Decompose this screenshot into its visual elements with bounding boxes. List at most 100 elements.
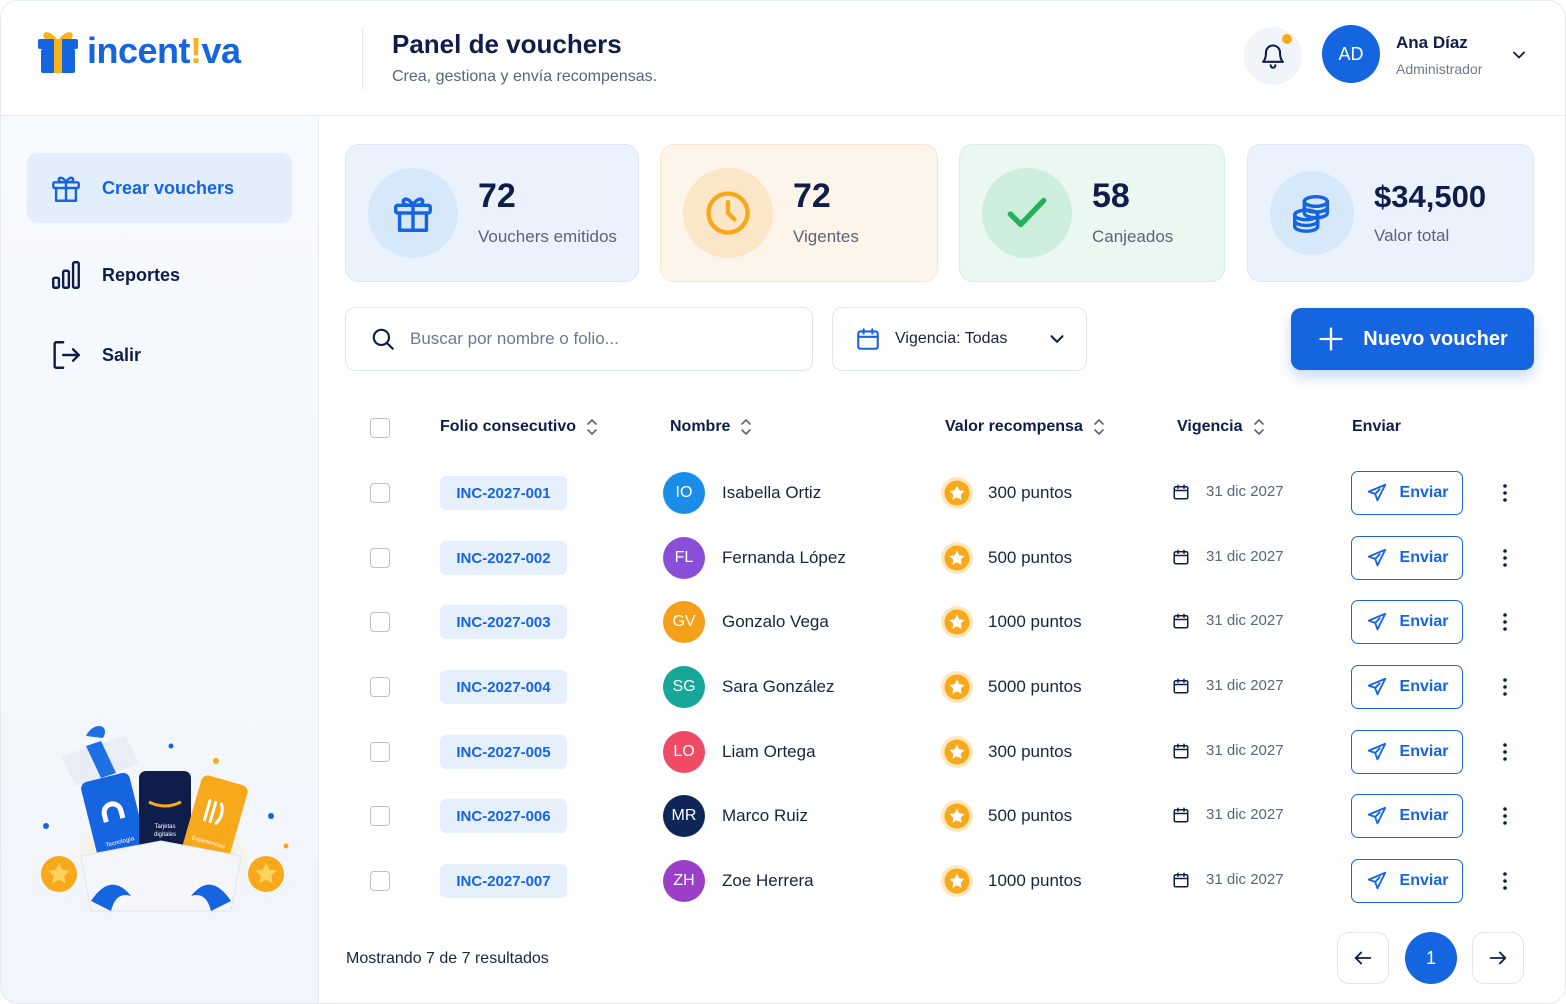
row-expiry-date: 31 dic 2027 <box>1206 677 1284 694</box>
calendar-icon <box>1173 613 1189 629</box>
column-header-valor[interactable]: Valor recompensa <box>945 418 1105 436</box>
vigencia-filter-dropdown[interactable]: Vigencia: Todas <box>832 307 1087 371</box>
page-1-button[interactable]: 1 <box>1405 932 1457 984</box>
row-expiry-date: 31 dic 2027 <box>1206 612 1284 629</box>
stat-label: Vouchers emitidos <box>478 227 617 246</box>
chevron-down-icon[interactable] <box>1509 45 1529 65</box>
row-name: Zoe Herrera <box>722 871 814 890</box>
send-voucher-button[interactable]: Enviar <box>1351 859 1463 903</box>
sidebar-item-crear-vouchers[interactable]: Crear vouchers <box>27 153 292 223</box>
row-avatar: MR <box>663 795 705 837</box>
select-all-checkbox[interactable] <box>370 418 390 438</box>
calendar-icon <box>1173 678 1189 694</box>
row-checkbox[interactable] <box>370 806 390 826</box>
row-reward-value: 300 puntos <box>988 483 1073 502</box>
send-voucher-button[interactable]: Enviar <box>1351 794 1463 838</box>
user-avatar[interactable]: AD <box>1322 25 1380 83</box>
stat-card-canjeados: 58 Canjeados <box>959 144 1225 282</box>
row-avatar: IO <box>663 472 705 514</box>
more-options-icon[interactable] <box>1493 481 1517 505</box>
search-icon <box>372 328 394 350</box>
star-coin-icon <box>941 606 973 638</box>
send-voucher-button[interactable]: Enviar <box>1351 600 1463 644</box>
row-expiry-date: 31 dic 2027 <box>1206 871 1284 888</box>
send-icon <box>1367 742 1386 761</box>
send-label: Enviar <box>1399 872 1449 889</box>
star-coin-icon <box>941 736 973 768</box>
send-voucher-button[interactable]: Enviar <box>1351 730 1463 774</box>
more-options-icon[interactable] <box>1493 869 1517 893</box>
more-options-icon[interactable] <box>1493 546 1517 570</box>
row-checkbox[interactable] <box>370 483 390 503</box>
folio-badge: INC-2027-006 <box>440 799 567 833</box>
bell-icon <box>1262 44 1284 69</box>
user-role: Administrador <box>1396 61 1483 77</box>
row-checkbox[interactable] <box>370 677 390 697</box>
row-checkbox[interactable] <box>370 548 390 568</box>
send-icon <box>1367 548 1386 567</box>
row-reward-value: 1000 puntos <box>988 612 1082 631</box>
prev-page-button[interactable] <box>1337 932 1389 984</box>
column-header-vigencia[interactable]: Vigencia <box>1177 418 1265 436</box>
user-name: Ana Díaz <box>1396 33 1468 52</box>
row-name: Liam Ortega <box>722 742 816 761</box>
row-reward-value: 300 puntos <box>988 742 1073 761</box>
bar-chart-icon <box>49 258 83 292</box>
row-checkbox[interactable] <box>370 871 390 891</box>
folio-badge: INC-2027-003 <box>440 605 567 639</box>
sort-icon <box>1253 419 1264 435</box>
table-row: INC-2027-004 SG Sara González 5000 punto… <box>345 655 1535 719</box>
send-voucher-button[interactable]: Enviar <box>1351 536 1463 580</box>
more-options-icon[interactable] <box>1493 740 1517 764</box>
search-input[interactable] <box>410 329 770 349</box>
table-row: INC-2027-003 GV Gonzalo Vega 1000 puntos… <box>345 590 1535 654</box>
send-label: Enviar <box>1399 743 1449 760</box>
star-coin-icon <box>941 865 973 897</box>
stat-card-valor-total: $34,500 Valor total <box>1247 144 1534 282</box>
brand-name: incent!va <box>87 30 241 71</box>
stat-value: 72 <box>478 177 516 215</box>
sort-icon <box>1094 419 1104 435</box>
row-reward-value: 5000 puntos <box>988 677 1082 696</box>
more-options-icon[interactable] <box>1493 675 1517 699</box>
send-label: Enviar <box>1399 807 1449 824</box>
sidebar-item-label: Reportes <box>102 264 181 285</box>
stat-value: 72 <box>793 177 831 215</box>
new-voucher-button[interactable]: Nuevo voucher <box>1291 308 1534 370</box>
gift-logo-icon <box>35 27 81 75</box>
sidebar-item-salir[interactable]: Salir <box>27 320 292 390</box>
row-checkbox[interactable] <box>370 742 390 762</box>
send-voucher-button[interactable]: Enviar <box>1351 471 1463 515</box>
column-header-folio[interactable]: Folio consecutivo <box>440 418 598 436</box>
calendar-icon <box>1173 549 1189 565</box>
more-options-icon[interactable] <box>1493 610 1517 634</box>
star-coin-icon <box>941 671 973 703</box>
column-label: Vigencia <box>1177 418 1243 435</box>
row-avatar: GV <box>663 601 705 643</box>
more-options-icon[interactable] <box>1493 804 1517 828</box>
stat-value: $34,500 <box>1374 178 1487 214</box>
chevron-down-icon <box>1050 335 1064 343</box>
calendar-icon <box>1173 872 1189 888</box>
column-header-nombre[interactable]: Nombre <box>670 418 752 436</box>
send-voucher-button[interactable]: Enviar <box>1351 665 1463 709</box>
next-page-button[interactable] <box>1472 932 1524 984</box>
top-header: incent!va Panel de vouchers Crea, gestio… <box>1 1 1565 116</box>
stat-label: Valor total <box>1374 225 1450 245</box>
row-name: Fernanda López <box>722 548 846 567</box>
row-checkbox[interactable] <box>370 612 390 632</box>
sidebar-item-reportes[interactable]: Reportes <box>27 240 292 310</box>
brand-logo[interactable]: incent!va <box>35 27 241 75</box>
row-avatar: ZH <box>663 860 705 902</box>
row-avatar: FL <box>663 537 705 579</box>
send-icon <box>1367 483 1386 502</box>
notifications-button[interactable] <box>1244 27 1302 85</box>
send-icon <box>1367 612 1386 631</box>
column-label: Enviar <box>1352 418 1401 435</box>
arrow-left-icon <box>1354 951 1372 965</box>
star-coin-icon <box>941 800 973 832</box>
logout-icon <box>49 338 83 372</box>
card-label-tarjetas-2: digitales <box>154 832 176 838</box>
send-icon <box>1367 677 1386 696</box>
column-label: Folio consecutivo <box>440 418 577 435</box>
